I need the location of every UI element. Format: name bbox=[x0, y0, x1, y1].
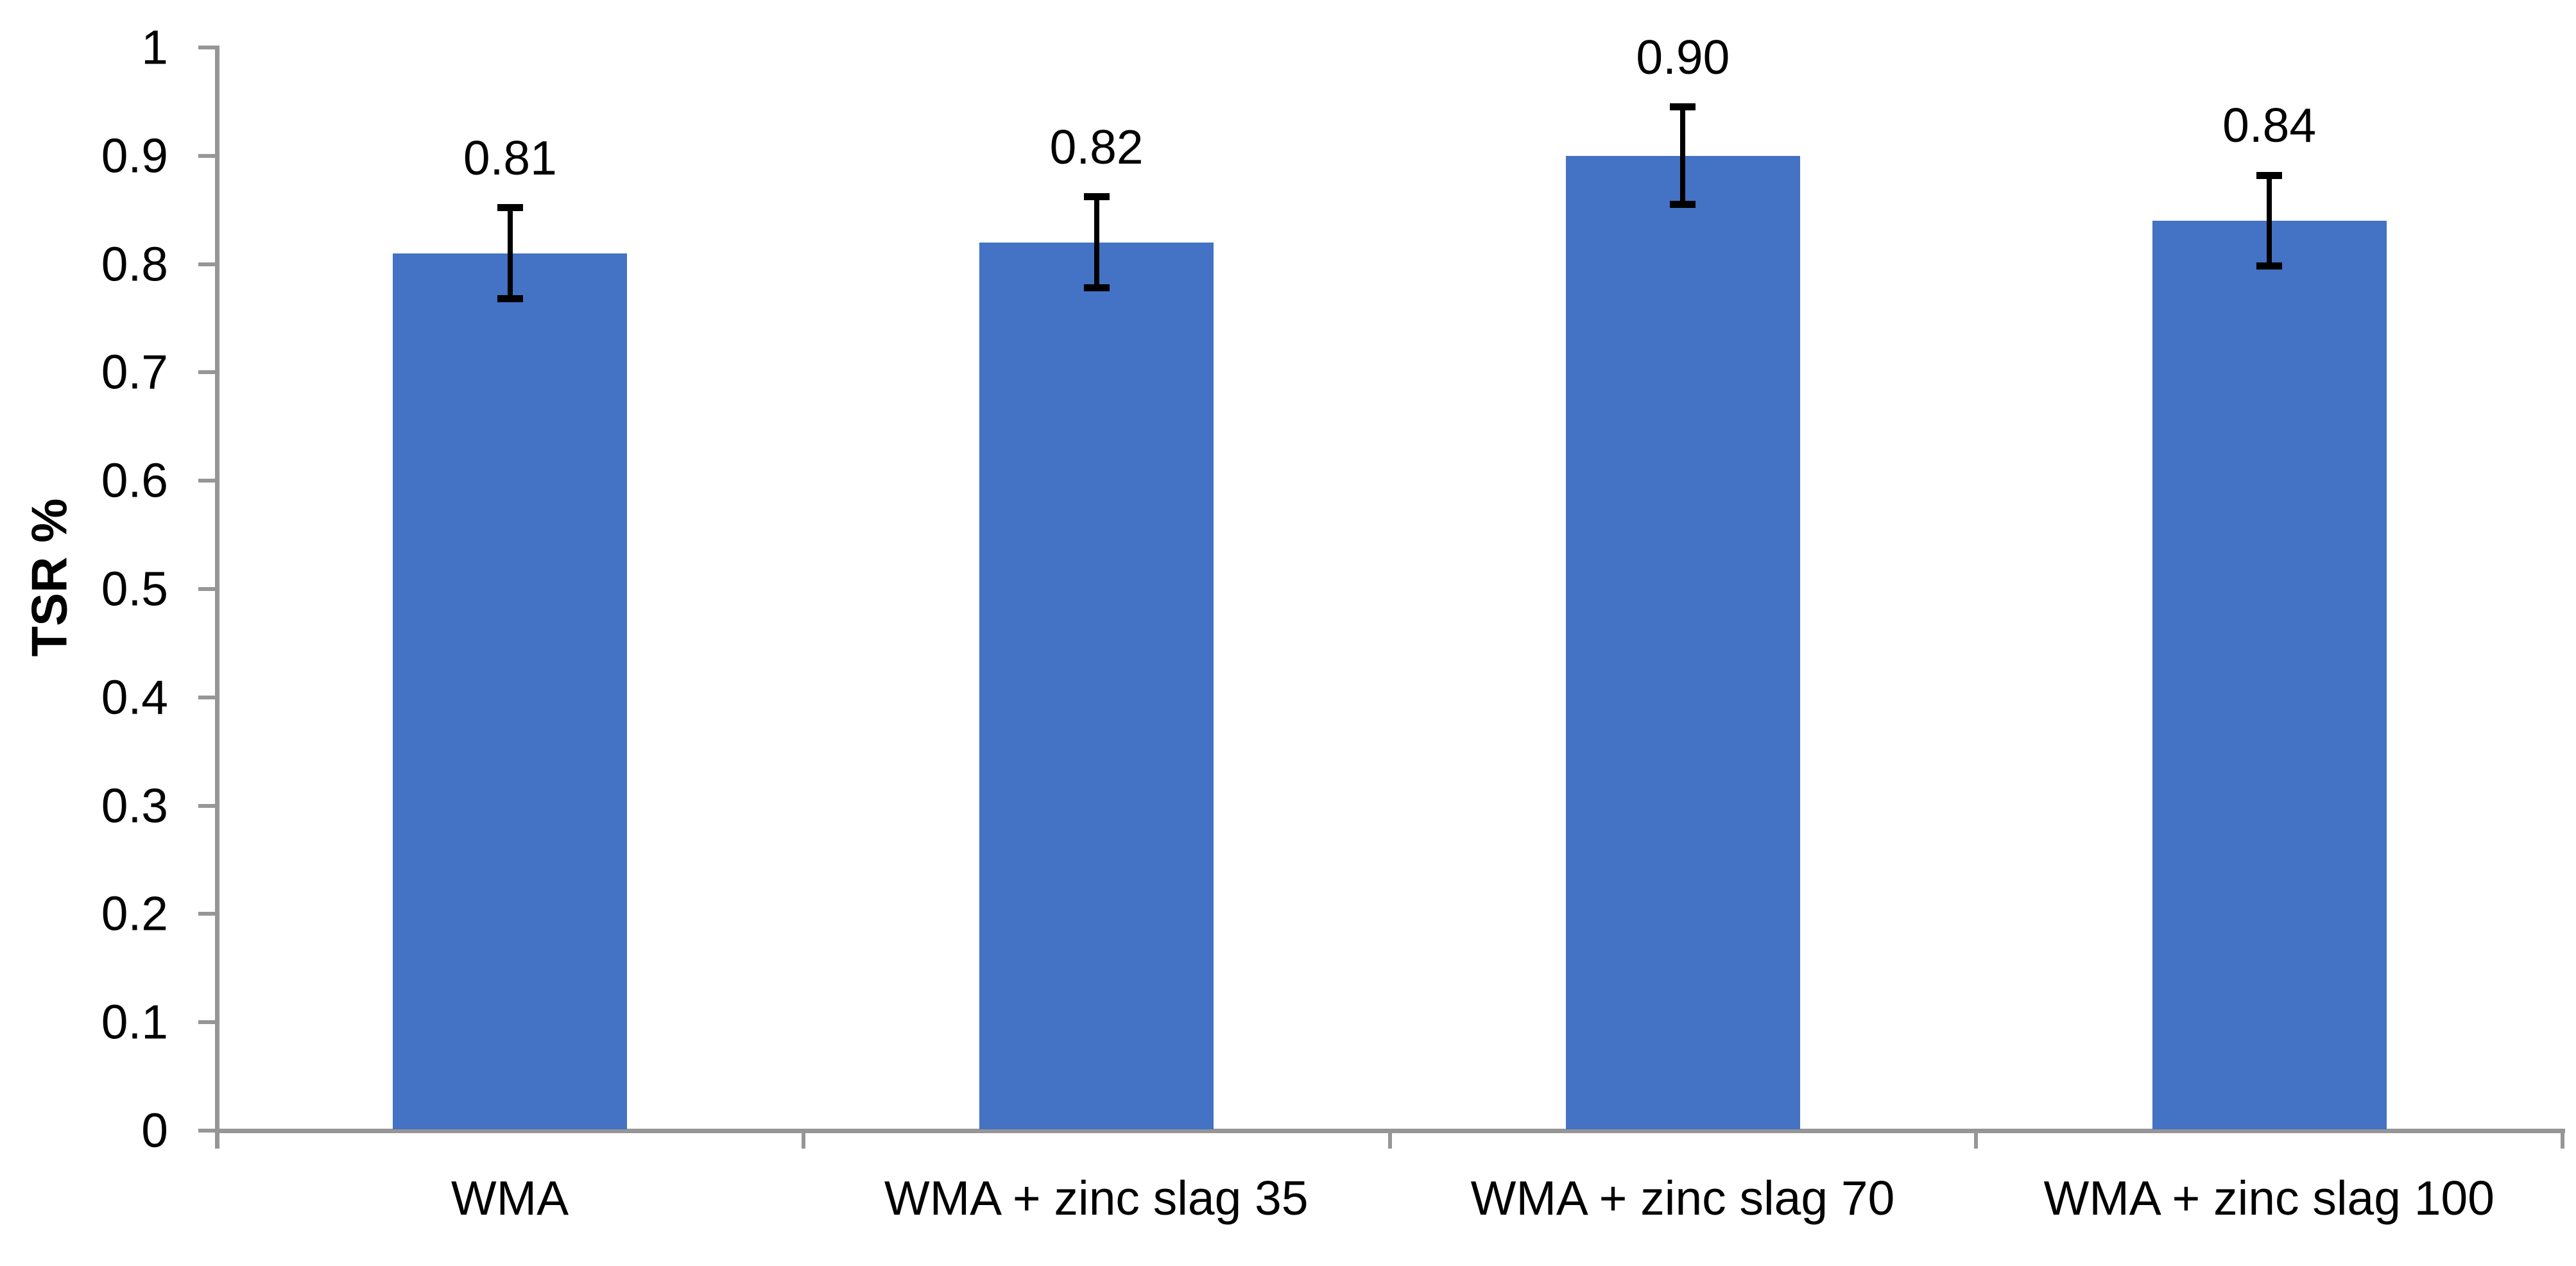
x-axis-category-label: WMA + zinc slag 100 bbox=[2043, 1171, 2494, 1225]
error-bar-whisker bbox=[507, 207, 513, 299]
bar bbox=[1565, 155, 1800, 1129]
y-axis-tick bbox=[198, 912, 215, 916]
error-bar-top-cap bbox=[1083, 193, 1110, 201]
y-axis-tick bbox=[198, 370, 215, 375]
bar bbox=[2152, 221, 2387, 1129]
bar bbox=[979, 242, 1214, 1129]
x-axis-tick bbox=[1387, 1131, 1392, 1149]
x-axis-tick bbox=[2561, 1131, 2564, 1149]
y-axis-tick-label: 1 bbox=[141, 20, 168, 74]
bar-value-label: 0.90 bbox=[1636, 30, 1730, 84]
y-axis-tick bbox=[198, 153, 215, 158]
error-bar-whisker bbox=[1680, 107, 1686, 205]
y-axis-line bbox=[215, 46, 219, 1149]
x-axis-tick bbox=[801, 1131, 805, 1149]
bar bbox=[393, 253, 628, 1129]
x-axis-tick bbox=[215, 1131, 219, 1149]
x-axis-tick bbox=[1974, 1131, 1979, 1149]
y-axis-tick bbox=[198, 587, 215, 591]
error-bar-whisker bbox=[1094, 196, 1099, 288]
x-axis-category-label: WMA + zinc slag 70 bbox=[1470, 1171, 1895, 1225]
error-bar-bottom-cap bbox=[1670, 201, 1696, 209]
error-bar-top-cap bbox=[497, 204, 523, 212]
y-axis-tick-label: 0.6 bbox=[101, 453, 168, 508]
y-axis-tick bbox=[198, 1020, 215, 1025]
y-axis-tick-label: 0.1 bbox=[101, 995, 168, 1049]
y-axis-tick-label: 0.3 bbox=[101, 778, 168, 833]
x-axis-category-label: WMA bbox=[451, 1171, 569, 1225]
error-bar-whisker bbox=[2267, 175, 2272, 266]
y-axis-tick-label: 0.4 bbox=[101, 670, 168, 724]
error-bar-top-cap bbox=[1670, 103, 1696, 111]
y-axis-tick-label: 0.8 bbox=[101, 237, 168, 291]
y-axis-tick-label: 0.7 bbox=[101, 345, 168, 399]
bar-value-label: 0.81 bbox=[463, 130, 557, 185]
error-bar-bottom-cap bbox=[1083, 284, 1110, 292]
error-bar-bottom-cap bbox=[2256, 262, 2283, 270]
y-axis-tick bbox=[198, 1129, 215, 1133]
y-axis-tick-label: 0.5 bbox=[101, 561, 168, 616]
x-axis-category-label: WMA + zinc slag 35 bbox=[884, 1171, 1309, 1225]
y-axis-tick bbox=[198, 803, 215, 808]
error-bar-bottom-cap bbox=[497, 295, 523, 303]
bar-value-label: 0.82 bbox=[1049, 119, 1144, 174]
error-bar-top-cap bbox=[2256, 171, 2283, 179]
y-axis-tick bbox=[198, 46, 215, 49]
bar-value-label: 0.84 bbox=[2222, 98, 2317, 153]
y-axis-tick-label: 0.2 bbox=[101, 886, 168, 941]
y-axis-tick bbox=[198, 479, 215, 483]
y-axis-tick bbox=[198, 695, 215, 699]
y-axis-tick bbox=[198, 262, 215, 266]
y-axis-tick-label: 0 bbox=[141, 1103, 168, 1158]
y-axis-tick-label: 0.9 bbox=[101, 128, 168, 183]
